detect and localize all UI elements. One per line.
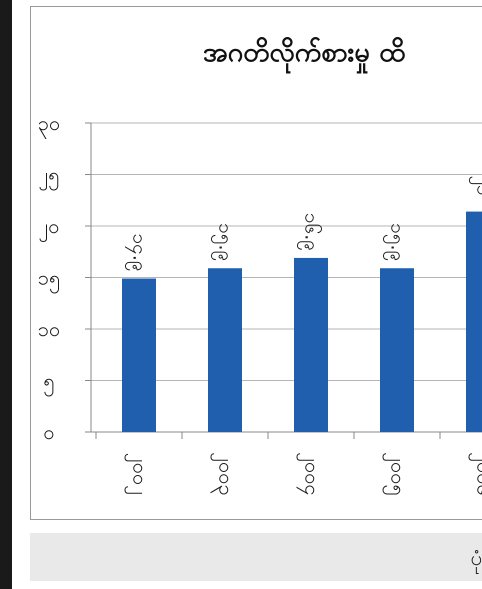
bar bbox=[122, 278, 156, 432]
caption-bar: ပုံ bbox=[30, 533, 482, 581]
chart-frame: အဂတိလိုက်စားမှု ထိ ၀ ၅ ၁၀ ၁၅ ၂၀ ၂၅ ၃၀၁၄.၉၂၀၀၂ ၁… bbox=[30, 6, 482, 520]
caption-text: ပုံ bbox=[470, 546, 482, 570]
y-tick-label: ၂၀ bbox=[38, 214, 59, 242]
chart-title: အဂတိလိုက်စားမှု ထိ bbox=[203, 37, 406, 68]
bar-data-label: ၂၁ bbox=[469, 176, 482, 196]
y-tick-label: ၃၀ bbox=[38, 111, 61, 139]
bar-data-label: ၁၅.၉ bbox=[383, 223, 409, 261]
bar bbox=[294, 257, 328, 432]
x-category-label: ၂၀၀၆ bbox=[469, 452, 482, 496]
x-category-label: ၂၀၀၅ bbox=[383, 452, 411, 496]
bar-data-label: ၁၅.၉ bbox=[211, 223, 237, 261]
page-edge-bar bbox=[0, 0, 12, 589]
x-category-label: ၂၀၀၂ bbox=[125, 453, 153, 495]
bar-data-label: ၁၄.၉ bbox=[125, 233, 151, 271]
bar bbox=[380, 268, 414, 432]
y-tick-label: ၂၅ bbox=[38, 163, 59, 191]
y-tick-label: ၅ bbox=[43, 369, 54, 397]
y-tick-label: ၁၅ bbox=[38, 266, 61, 294]
bar bbox=[208, 268, 242, 432]
bar-data-label: ၁၆.၉ bbox=[297, 213, 324, 251]
x-category-label: ၂၀၀၃ bbox=[211, 452, 239, 496]
bar bbox=[466, 211, 482, 432]
x-category-label: ၂၀၀၄ bbox=[297, 452, 325, 496]
y-tick-label: ၀ bbox=[43, 420, 54, 444]
y-tick-label: ၁၀ bbox=[38, 317, 61, 341]
